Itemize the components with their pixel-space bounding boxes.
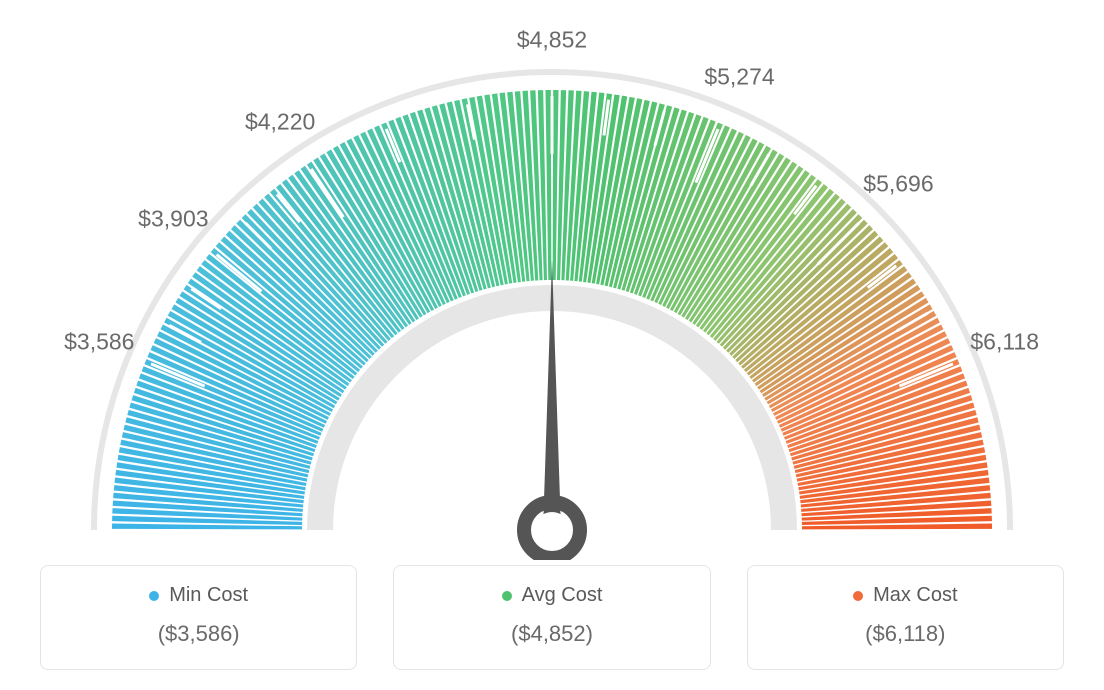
gauge-tick-label: $6,118	[970, 329, 1039, 356]
gauge-tick-label: $4,852	[517, 27, 587, 54]
min-cost-card: Min Cost ($3,586)	[40, 565, 357, 670]
max-cost-title-row: Max Cost	[853, 584, 957, 607]
avg-cost-title: Avg Cost	[522, 584, 603, 607]
max-cost-card: Max Cost ($6,118)	[747, 565, 1064, 670]
gauge-tick-label: $5,274	[704, 64, 774, 91]
avg-dot-icon	[502, 591, 512, 601]
avg-cost-title-row: Avg Cost	[502, 584, 603, 607]
gauge-tick-label: $4,220	[245, 109, 315, 136]
max-cost-value: ($6,118)	[758, 621, 1053, 647]
gauge-tick-label: $3,903	[138, 205, 208, 232]
summary-cards: Min Cost ($3,586) Avg Cost ($4,852) Max …	[0, 565, 1104, 670]
min-dot-icon	[149, 591, 159, 601]
avg-cost-value: ($4,852)	[404, 621, 699, 647]
chart-container: $3,586 $3,903 $4,220 $4,852 $5,274 $5,696 $6,1…	[0, 0, 1104, 690]
gauge-tick-label: $3,586	[64, 329, 134, 356]
max-dot-icon	[853, 591, 863, 601]
min-cost-title: Min Cost	[169, 584, 248, 607]
min-cost-title-row: Min Cost	[149, 584, 248, 607]
avg-cost-card: Avg Cost ($4,852)	[393, 565, 710, 670]
gauge-svg	[0, 0, 1104, 560]
max-cost-title: Max Cost	[873, 584, 957, 607]
gauge-tick-label: $5,696	[863, 170, 933, 197]
gauge-area: $3,586 $3,903 $4,220 $4,852 $5,274 $5,696 $6,1…	[0, 0, 1104, 560]
min-cost-value: ($3,586)	[51, 621, 346, 647]
